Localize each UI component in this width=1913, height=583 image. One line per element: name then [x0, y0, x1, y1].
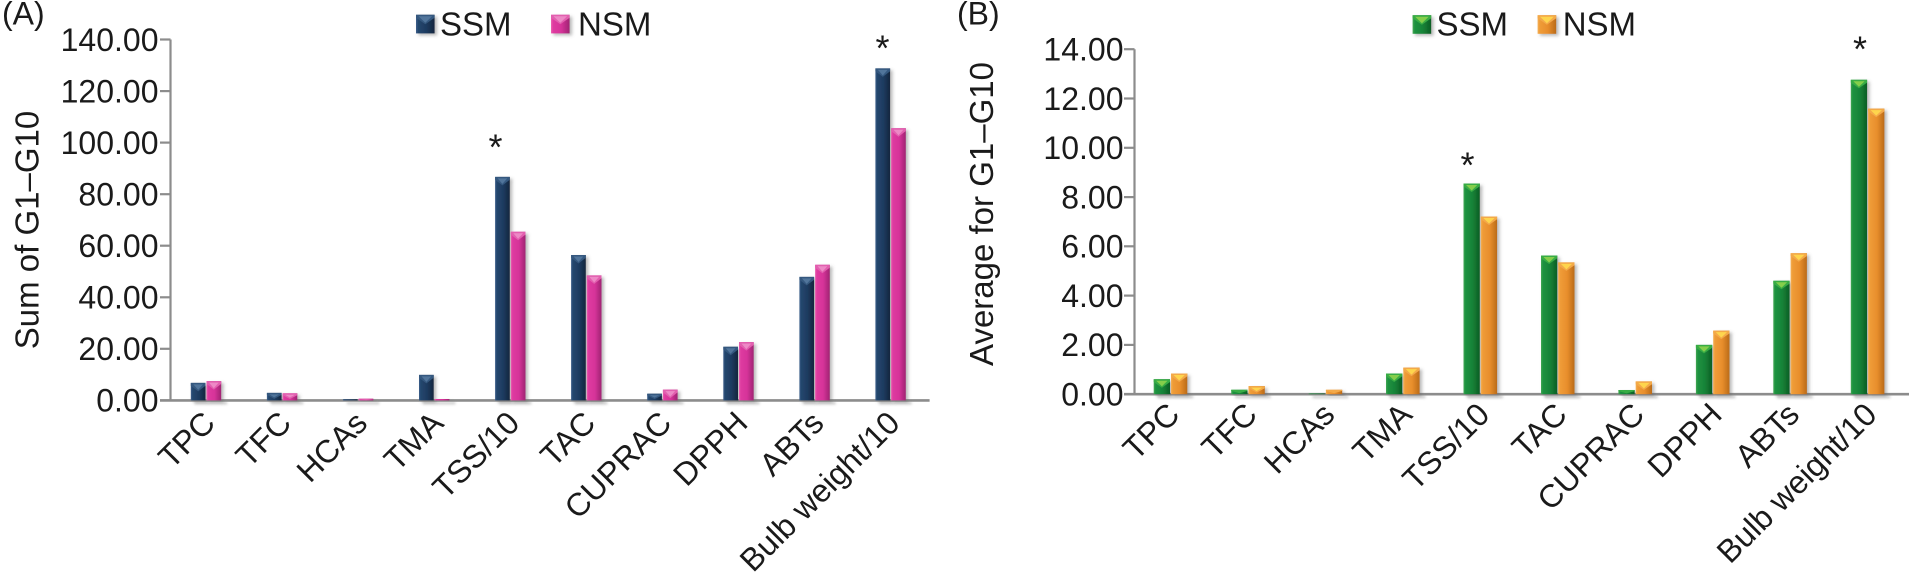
svg-text:Average for G1–G10: Average for G1–G10 — [963, 62, 1000, 366]
svg-text:DPPH: DPPH — [1640, 396, 1728, 484]
svg-text:TPC: TPC — [1116, 396, 1187, 467]
svg-text:TFC: TFC — [1195, 396, 1264, 465]
svg-text:120.00: 120.00 — [61, 73, 159, 109]
svg-text:SSM: SSM — [440, 6, 512, 43]
svg-text:40.00: 40.00 — [78, 280, 158, 316]
svg-text:*: * — [488, 127, 502, 168]
svg-text:0.00: 0.00 — [1061, 377, 1123, 413]
svg-text:10.00: 10.00 — [1043, 130, 1123, 166]
svg-text:*: * — [1460, 145, 1474, 186]
svg-text:TPC: TPC — [151, 404, 222, 475]
svg-text:HCAs: HCAs — [1257, 396, 1342, 481]
svg-text:(B): (B) — [957, 0, 1000, 32]
svg-text:140.00: 140.00 — [61, 22, 159, 58]
svg-text:TSS/10: TSS/10 — [425, 404, 526, 505]
svg-text:14.00: 14.00 — [1043, 32, 1123, 68]
svg-text:Sum of G1–G10: Sum of G1–G10 — [9, 111, 46, 349]
svg-text:12.00: 12.00 — [1043, 81, 1123, 117]
svg-text:20.00: 20.00 — [78, 331, 158, 367]
svg-text:4.00: 4.00 — [1061, 278, 1123, 314]
svg-text:60.00: 60.00 — [78, 228, 158, 264]
svg-text:0.00: 0.00 — [96, 383, 158, 419]
svg-text:8.00: 8.00 — [1061, 179, 1123, 215]
svg-text:*: * — [1853, 29, 1867, 70]
svg-text:SSM: SSM — [1437, 6, 1509, 43]
svg-text:NSM: NSM — [578, 6, 651, 43]
svg-text:*: * — [875, 28, 889, 69]
svg-text:HCAs: HCAs — [290, 404, 375, 489]
svg-text:DPPH: DPPH — [666, 404, 754, 492]
svg-text:6.00: 6.00 — [1061, 229, 1123, 265]
svg-text:TAC: TAC — [533, 404, 602, 473]
svg-text:TAC: TAC — [1505, 396, 1574, 465]
svg-text:(A): (A) — [2, 0, 45, 32]
svg-text:TFC: TFC — [229, 404, 298, 473]
svg-text:80.00: 80.00 — [78, 177, 158, 213]
svg-text:NSM: NSM — [1563, 6, 1636, 43]
svg-text:2.00: 2.00 — [1061, 327, 1123, 363]
svg-text:TSS/10: TSS/10 — [1395, 396, 1496, 497]
svg-text:100.00: 100.00 — [61, 125, 159, 161]
